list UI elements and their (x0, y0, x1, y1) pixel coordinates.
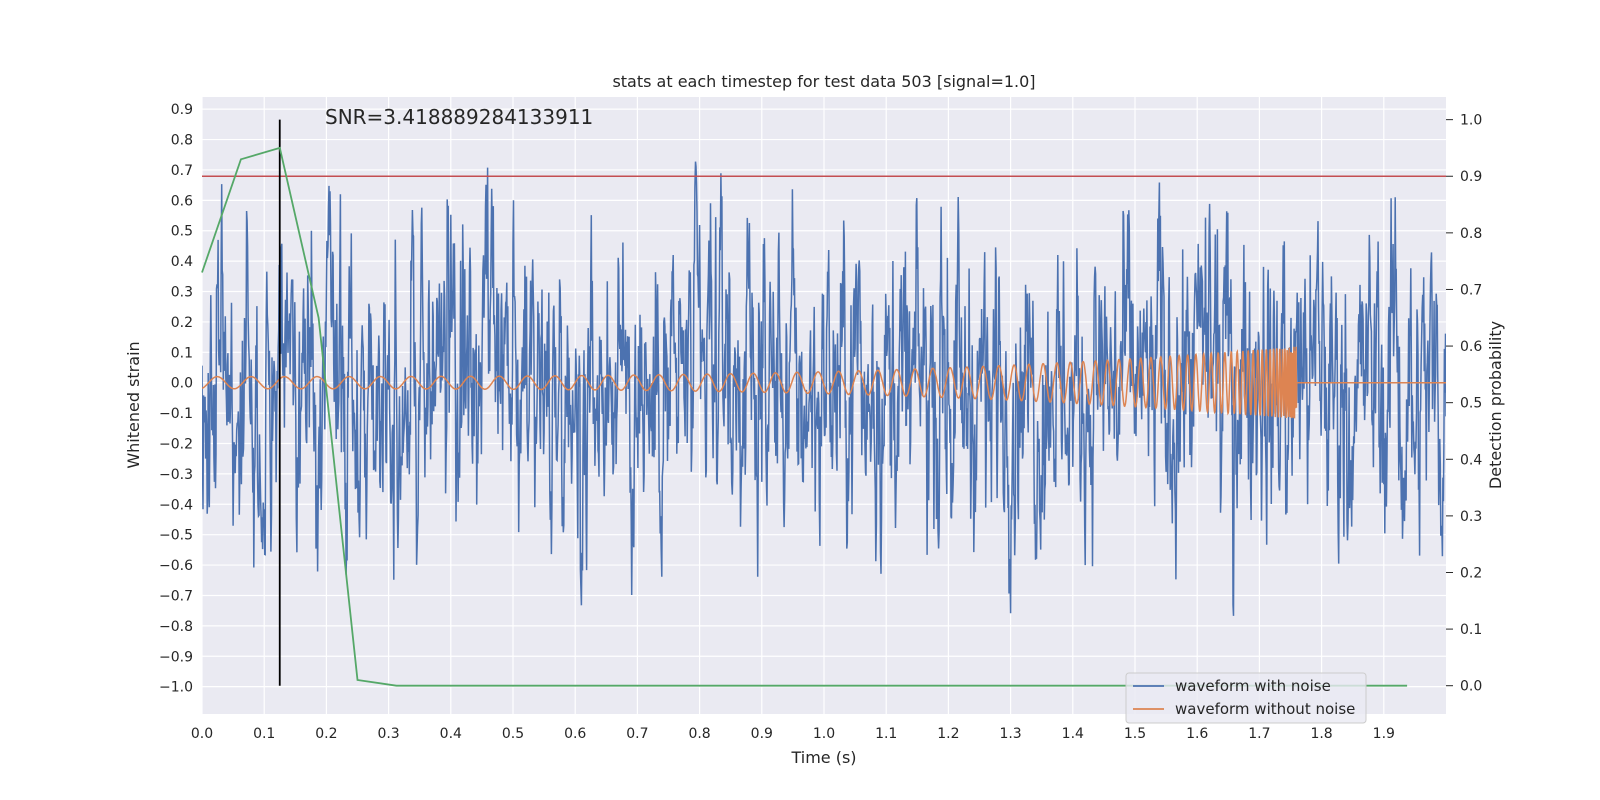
y-tick-label: 0.4 (171, 254, 193, 270)
series-layer (202, 161, 1446, 616)
x-tick-label: 1.8 (1310, 726, 1332, 742)
y-tick-label: 0.1 (171, 345, 193, 361)
series-clean-line (202, 346, 1446, 419)
y-tick-label: −0.5 (159, 528, 193, 544)
y-right-tick-label: 0.1 (1460, 622, 1482, 638)
x-tick-label: 1.5 (1124, 726, 1146, 742)
y-tick-label: 0.6 (171, 193, 193, 209)
y-tick-label: 0.0 (171, 376, 193, 392)
y-tick-label: 0.9 (171, 102, 193, 118)
x-tick-label: 0.4 (440, 726, 462, 742)
y-tick-label: 0.2 (171, 315, 193, 331)
tick-labels: 0.0 0.1 0.2 0.3 0.4 0.5 0.6 0.7 0.8 0.9 1.0 1.1 1.2 1… (159, 102, 1482, 742)
y-tick-label: −0.6 (159, 558, 193, 574)
x-tick-label: 0.6 (564, 726, 586, 742)
x-tick-label: 1.4 (1062, 726, 1084, 742)
y-tick-label: −1.0 (159, 680, 193, 696)
y-tick-label: 0.5 (171, 224, 193, 240)
x-tick-label: 0.3 (377, 726, 399, 742)
x-tick-label: 1.3 (999, 726, 1021, 742)
x-tick-label: 0.5 (502, 726, 524, 742)
x-tick-label: 0.1 (253, 726, 275, 742)
y-tick-label: −0.7 (159, 588, 193, 604)
x-tick-label: 0.2 (315, 726, 337, 742)
x-tick-label: 1.1 (875, 726, 897, 742)
y-tick-label: −0.4 (159, 497, 193, 513)
x-tick-label: 0.8 (688, 726, 710, 742)
series-noise-line (202, 161, 1446, 616)
legend-label-clean: waveform without noise (1175, 700, 1355, 718)
y-right-tick-label: 0.2 (1460, 565, 1482, 581)
x-tick-label: 0.9 (751, 726, 773, 742)
y-tick-label: −0.2 (159, 436, 193, 452)
x-tick-label: 1.0 (813, 726, 835, 742)
y-right-tick-label: 0.4 (1460, 452, 1482, 468)
legend: waveform with noise waveform without noi… (1125, 672, 1367, 724)
y-tick-label: −0.8 (159, 619, 193, 635)
x-tick-label: 1.6 (1186, 726, 1208, 742)
x-tick-label: 0.7 (626, 726, 648, 742)
y-tick-label: −0.1 (159, 406, 193, 422)
y-right-tick-label: 0.8 (1460, 226, 1482, 242)
y-tick-label: −0.9 (159, 649, 193, 665)
y-axis-title: Whitened strain (124, 341, 143, 468)
y-right-tick-label: 0.5 (1460, 396, 1482, 412)
y-right-tick-label: 0.3 (1460, 509, 1482, 525)
y-right-tick-label: 0.0 (1460, 679, 1482, 695)
y-tick-label: 0.7 (171, 163, 193, 179)
y-tick-label: −0.3 (159, 467, 193, 483)
y-tick-label: 0.8 (171, 133, 193, 149)
y-tick-label: 0.3 (171, 285, 193, 301)
y-axis-right-title: Detection probability (1486, 321, 1505, 489)
x-tick-label: 1.2 (937, 726, 959, 742)
x-tick-label: 1.7 (1248, 726, 1270, 742)
chart-title: stats at each timestep for test data 503… (612, 72, 1035, 91)
y-right-tick-label: 0.6 (1460, 339, 1482, 355)
x-tick-label: 1.9 (1373, 726, 1395, 742)
y-right-tick-label: 1.0 (1460, 113, 1482, 129)
y-right-tick-label: 0.7 (1460, 282, 1482, 298)
legend-label-noise: waveform with noise (1175, 677, 1331, 695)
legend-box (1125, 672, 1367, 724)
y-right-tick-label: 0.9 (1460, 169, 1482, 185)
x-tick-label: 0.0 (191, 726, 213, 742)
x-axis-title: Time (s) (790, 748, 856, 767)
snr-annotation: SNR=3.418889284133911 (325, 105, 593, 129)
